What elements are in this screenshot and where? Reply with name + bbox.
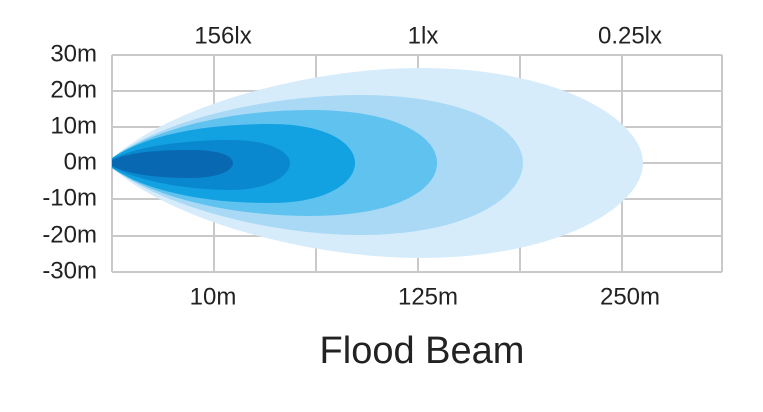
y-label: -10m	[42, 184, 97, 211]
beam-zone	[112, 150, 233, 178]
lux-label: 156lx	[194, 22, 251, 49]
x-label: 250m	[600, 283, 660, 310]
beam-pattern	[112, 68, 643, 258]
title: Flood Beam	[320, 330, 525, 372]
x-label: 10m	[190, 283, 237, 310]
y-labels: 30m 20m 10m 0m -10m -20m -30m	[42, 40, 97, 284]
x-label: 125m	[398, 283, 458, 310]
lux-labels: 156lx 1lx 0.25lx	[194, 22, 662, 49]
y-label: -20m	[42, 221, 97, 248]
y-label: 10m	[50, 112, 97, 139]
x-labels: 10m 125m 250m	[190, 283, 660, 310]
lux-label: 1lx	[408, 22, 439, 49]
y-label: 20m	[50, 76, 97, 103]
lux-label: 0.25lx	[598, 22, 662, 49]
y-label: 0m	[64, 148, 97, 175]
y-label: 30m	[50, 40, 97, 67]
y-label: -30m	[42, 257, 97, 284]
